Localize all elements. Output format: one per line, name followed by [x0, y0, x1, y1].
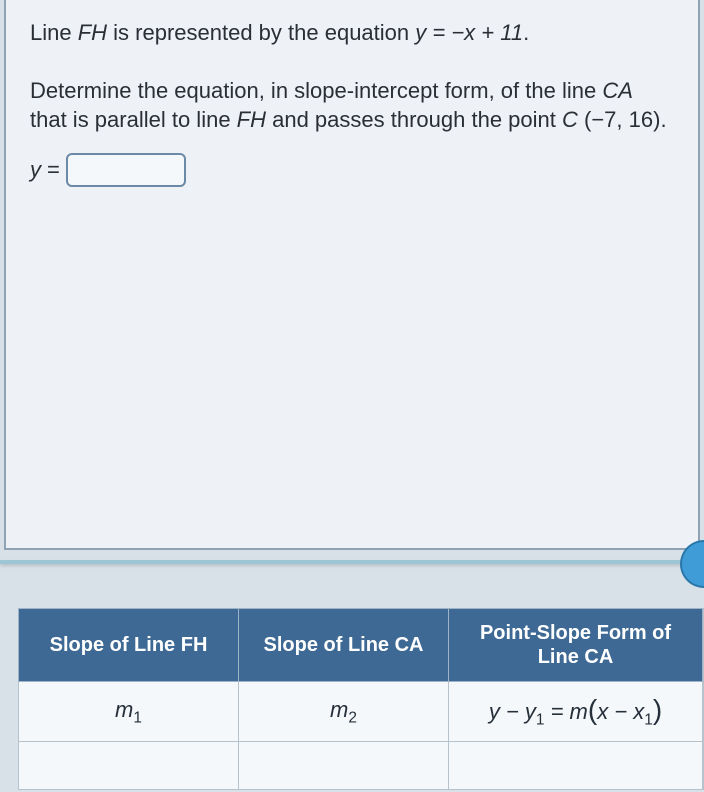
table-row [19, 742, 703, 790]
m2-var: m [330, 697, 348, 722]
m1-sub: 1 [133, 709, 142, 726]
formula-sub2: 1 [644, 711, 653, 728]
answer-var: y [30, 157, 41, 183]
formula-x: x − x [597, 699, 644, 724]
text: is represented by the equation [107, 20, 415, 45]
problem-line-2: Determine the equation, in slope-interce… [30, 76, 674, 135]
table-header-row: Slope of Line FH Slope of Line CA Point-… [19, 609, 703, 682]
answer-input[interactable] [66, 153, 186, 187]
reference-table: Slope of Line FH Slope of Line CA Point-… [18, 608, 703, 790]
problem-panel: Line FH is represented by the equation y… [4, 0, 700, 550]
text: . [660, 107, 666, 132]
text: and passes through the point [266, 107, 562, 132]
section-divider [0, 560, 704, 564]
paren-close: ) [653, 694, 662, 725]
answer-eq: = [47, 157, 60, 183]
text: Line [30, 20, 78, 45]
formula-mid: = m [544, 699, 587, 724]
formula-pre: y − y [489, 699, 536, 724]
m2-sub: 2 [348, 709, 357, 726]
point-name-c: C [562, 107, 578, 132]
line-name-ca: CA [602, 78, 633, 103]
problem-text: Line FH is represented by the equation y… [30, 18, 674, 135]
cell-empty[interactable] [239, 742, 449, 790]
text: that is parallel to line [30, 107, 237, 132]
col-header-slope-ca: Slope of Line CA [239, 609, 449, 682]
problem-line-1: Line FH is represented by the equation y… [30, 18, 674, 48]
m1-var: m [115, 697, 133, 722]
text: Line CA [538, 646, 614, 668]
reference-table-wrap: Slope of Line FH Slope of Line CA Point-… [18, 608, 704, 790]
col-header-point-slope: Point-Slope Form of Line CA [449, 609, 703, 682]
equation-fh: y = −x + 11 [415, 20, 523, 45]
point-coords: (−7, 16) [578, 107, 661, 132]
col-header-slope-fh: Slope of Line FH [19, 609, 239, 682]
line-name-fh-2: FH [237, 107, 266, 132]
text: . [523, 20, 529, 45]
text: Point-Slope Form of [480, 622, 671, 644]
table-row: m1 m2 y − y1 = m(x − x1) [19, 682, 703, 742]
cell-empty[interactable] [449, 742, 703, 790]
cell-empty[interactable] [19, 742, 239, 790]
cell-point-slope-formula: y − y1 = m(x − x1) [449, 682, 703, 742]
text: Determine the equation, in slope-interce… [30, 78, 602, 103]
answer-row: y = [30, 153, 674, 187]
cell-m2: m2 [239, 682, 449, 742]
line-name-fh: FH [78, 20, 107, 45]
cell-m1: m1 [19, 682, 239, 742]
paren-open: ( [588, 694, 597, 725]
